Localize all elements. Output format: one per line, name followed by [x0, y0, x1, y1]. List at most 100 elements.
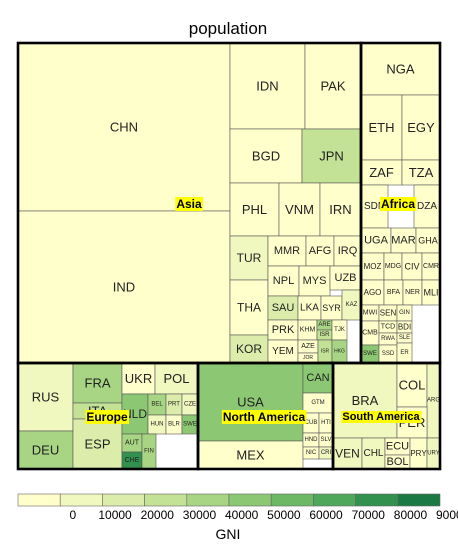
country-label: AUT: [125, 440, 140, 447]
legend-tick-label: 40000: [225, 508, 259, 522]
country-label: PAK: [320, 79, 345, 94]
legend-swatch: [17, 493, 61, 507]
legend-swatch: [59, 493, 103, 507]
country-label: PHL: [242, 202, 267, 217]
legend-swatch: [355, 493, 399, 507]
country-label: BDI: [398, 323, 411, 332]
country-label: USA: [237, 395, 264, 410]
country-label: FRA: [85, 376, 111, 391]
country-label: SSD: [382, 351, 395, 357]
country-label: BOL: [386, 456, 408, 468]
country-label: CMR: [423, 263, 439, 270]
country-label: YEM: [272, 346, 294, 357]
country-cell: [401, 94, 441, 161]
legend-tick-label: 0: [70, 508, 77, 522]
country-label: ZAF: [369, 165, 394, 180]
legend-swatch: [313, 493, 356, 507]
country-label: FIN: [144, 449, 154, 455]
country-label: KAZ: [346, 302, 358, 308]
country-label: ER: [400, 350, 409, 356]
country-label: PRT: [168, 402, 180, 408]
country-label: IND: [113, 280, 135, 295]
country-cell: [229, 235, 269, 281]
region-label: North America: [223, 410, 306, 424]
country-label: NER: [405, 289, 420, 296]
country-cell: [305, 235, 335, 267]
country-label: TCD: [381, 324, 395, 331]
legend-swatch: [228, 493, 272, 507]
legend-tick-label: 10000: [98, 508, 132, 522]
country-label: CHL: [363, 448, 383, 459]
country-cell: [197, 362, 304, 442]
country-label: JOR: [303, 355, 313, 361]
country-label: MLI: [423, 288, 438, 298]
country-label: ARE: [318, 322, 330, 328]
chart-title: population: [189, 19, 267, 38]
country-label: AZE: [301, 343, 315, 350]
country-label: URY: [427, 451, 440, 457]
country-label: GIN: [399, 310, 410, 316]
color-legend: 0 10000 20000 30000 40000 50000 60000 70000 8000…: [17, 493, 458, 522]
country-label: TZA: [409, 165, 434, 180]
country-label: VNM: [285, 202, 314, 217]
country-label: JPN: [319, 149, 344, 164]
country-label: NPL: [273, 275, 294, 287]
country-label: CIV: [404, 262, 419, 272]
country-label: SAU: [272, 302, 295, 314]
legend-swatch: [270, 493, 314, 507]
country-cell: [229, 128, 303, 184]
legend-tick-label: 50000: [267, 508, 301, 522]
country-cell: [401, 159, 441, 186]
country-label: ETH: [369, 120, 395, 135]
region-label-highlight: [341, 411, 422, 423]
country-label: MAR: [391, 235, 416, 247]
country-label: HND: [305, 437, 319, 443]
country-label: SYR: [322, 303, 341, 313]
legend-tick-label: 60000: [309, 508, 343, 522]
country-label: SEN: [380, 309, 397, 318]
region-label-highlight: [379, 197, 417, 211]
legend-swatch: [397, 493, 441, 507]
country-label: HTI: [321, 420, 331, 426]
country-label: NGA: [386, 62, 415, 77]
country-cell: [278, 182, 321, 237]
legend-tick-label: 80000: [394, 508, 428, 522]
country-label: COL: [399, 378, 426, 393]
country-label: MYS: [303, 275, 327, 287]
region-border: [331, 361, 442, 471]
country-label: GTM: [311, 400, 324, 406]
legend-tick-label: 30000: [183, 508, 217, 522]
region-label: Africa: [381, 197, 415, 211]
country-cell: [360, 94, 403, 161]
country-label: BRA: [352, 393, 379, 408]
legend-title: GNI: [216, 526, 241, 542]
country-cell: [390, 227, 417, 254]
region-label-highlight: [221, 410, 307, 424]
country-label: ARG: [427, 398, 440, 404]
country-label: TUR: [237, 251, 262, 265]
country-cell: [267, 265, 300, 297]
country-label: BEL: [151, 402, 163, 408]
country-label: HKG: [334, 349, 345, 355]
country-label: IRN: [329, 202, 351, 217]
country-label: PRK: [272, 324, 295, 336]
legend-swatch: [144, 493, 188, 507]
country-label: CAN: [306, 372, 329, 384]
country-cell: [229, 334, 269, 364]
country-label: ECU: [386, 441, 409, 453]
country-label: MEX: [236, 448, 265, 463]
country-cell: [360, 42, 441, 96]
country-cell: [329, 265, 362, 291]
country-label: AFG: [309, 245, 332, 257]
country-cell: [17, 42, 231, 212]
country-label: MWI: [363, 310, 377, 317]
country-label: NLD: [123, 407, 147, 421]
country-label: POL: [163, 371, 189, 386]
country-cell: [72, 362, 123, 404]
region-label: South America: [342, 411, 420, 423]
country-label: EGY: [407, 120, 435, 135]
country-cell: [301, 128, 362, 184]
country-label: GHA: [418, 236, 438, 246]
region-label: Europe: [86, 410, 128, 424]
